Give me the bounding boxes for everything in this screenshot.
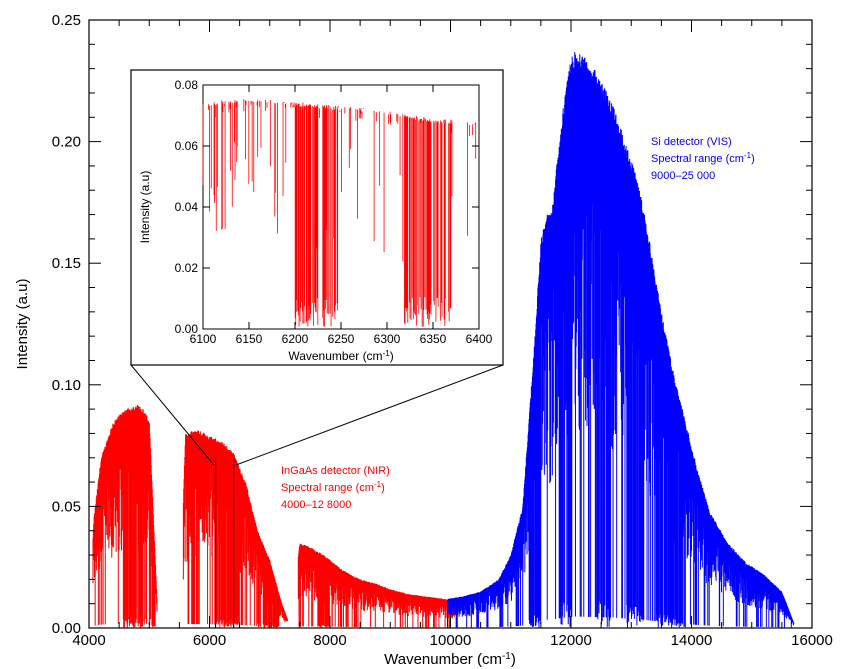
inset-x-tick-label-5: 6350: [420, 332, 447, 346]
x-tick-label-6: 16000: [791, 632, 833, 649]
inset-x-tick-label-4: 6300: [374, 332, 401, 346]
ingaas-annotation-line2: Spectral range (cm-1): [281, 480, 385, 495]
inset-x-tick-label-6: 6400: [466, 332, 493, 346]
ingaas-annotation: InGaAs detector (NIR) Spectral range (cm…: [281, 465, 390, 511]
inset-axes-group: 6100 6150 6200 6250 6300 6350 6400 0.00 0.02 0.04…: [175, 78, 493, 346]
inset-y-axis-title: Intensity (a.u): [138, 171, 152, 244]
zoom-connector-right: [235, 364, 504, 466]
x-tick-label-0: 4000: [72, 632, 105, 649]
inset-y-tick-label-0: 0.00: [175, 322, 199, 336]
inset-x-axis-title: Wavenumber (cm-1): [288, 349, 393, 364]
y-axis-title: Intensity (a.u): [14, 279, 31, 370]
inset-x-tick-label-0: 6100: [190, 332, 217, 346]
y-tick-label-5: 0.25: [52, 12, 81, 29]
inset-y-tick-label-2: 0.04: [175, 200, 199, 214]
inset-y-tick-label-3: 0.06: [175, 139, 199, 153]
main-series-group: [92, 52, 795, 628]
y-tick-label-2: 0.10: [52, 377, 81, 394]
ingaas-annotation-line3: 4000–12 8000: [281, 499, 351, 511]
inset-x-tick-label-2: 6200: [282, 332, 309, 346]
x-tick-label-3: 10000: [430, 632, 472, 649]
x-tick-label-4: 12000: [550, 632, 592, 649]
inset-x-tick-label-1: 6150: [236, 332, 263, 346]
si-annotation-line3: 9000–25 000: [651, 170, 715, 182]
ingaas-annotation-line1: InGaAs detector (NIR): [281, 465, 390, 477]
si-annotation-line2: Spectral range (cm-1): [651, 151, 755, 166]
y-tick-label-4: 0.20: [52, 134, 81, 151]
inset-y-tick-label-1: 0.02: [175, 261, 199, 275]
zoom-connector-left: [130, 364, 215, 466]
x-axis-title: Wavenumber (cm-1): [384, 651, 516, 669]
x-tick-label-5: 14000: [671, 632, 713, 649]
si-annotation: Si detector (VIS) Spectral range (cm-1) …: [651, 136, 755, 182]
si-annotation-line1: Si detector (VIS): [651, 136, 732, 148]
inset-y-tick-label-4: 0.08: [175, 78, 199, 92]
main-series-1-line: [446, 52, 795, 628]
main-series-0-line: [92, 405, 457, 628]
x-tick-label-2: 8000: [313, 632, 346, 649]
y-tick-label-1: 0.05: [52, 498, 81, 515]
main-axes-group: 4000 6000 8000 10000 12000 14000 16000 0.00 0.05…: [52, 12, 833, 649]
y-tick-label-0: 0.00: [52, 620, 81, 637]
inset-x-tick-label-3: 6250: [328, 332, 355, 346]
x-tick-label-1: 6000: [193, 632, 226, 649]
y-tick-label-3: 0.15: [52, 255, 81, 272]
